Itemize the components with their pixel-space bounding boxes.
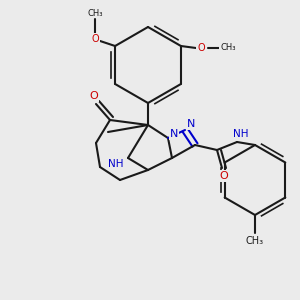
Text: O: O [91,34,99,44]
Text: O: O [90,91,98,101]
Text: CH₃: CH₃ [87,8,103,17]
Text: O: O [197,43,205,53]
Text: O: O [220,171,228,181]
Text: CH₃: CH₃ [220,44,236,52]
Text: NH: NH [108,159,124,169]
Text: N: N [170,129,178,139]
Text: N: N [187,119,195,129]
Text: CH₃: CH₃ [246,236,264,246]
Text: NH: NH [233,129,249,139]
